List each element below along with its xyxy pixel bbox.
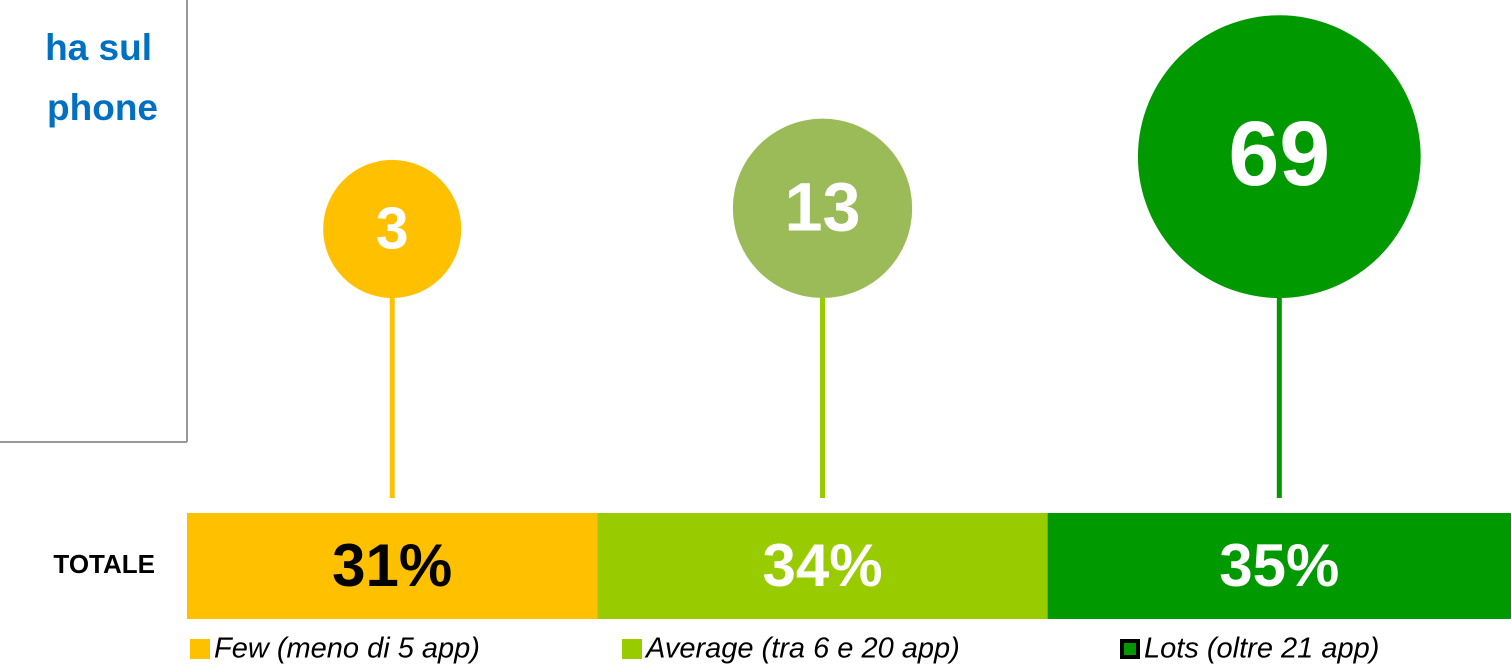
bubble [732, 118, 913, 298]
bubble [323, 159, 462, 298]
bar-segment [597, 513, 1048, 619]
value-label: 35% [1219, 532, 1339, 599]
legend-label: Average (tra 6 e 20 app) [644, 633, 960, 665]
bubble [1137, 15, 1421, 298]
value-label: 31% [332, 532, 452, 599]
legend-label: Few (meno di 5 app) [214, 633, 480, 665]
heading: phone [47, 87, 158, 128]
bar-segment [187, 513, 598, 619]
category-label: TOTALE [53, 549, 155, 579]
legend-swatch [622, 639, 642, 659]
bar-segment [1047, 513, 1511, 619]
legend-swatch [1120, 639, 1140, 659]
legend-label: Lots (oltre 21 app) [1144, 633, 1379, 665]
bubble-label: 13 [785, 169, 861, 245]
bubble-label: 3 [376, 196, 409, 262]
heading: ha sul [45, 27, 152, 68]
legend-swatch [190, 639, 210, 659]
value-label: 34% [762, 532, 882, 599]
bubble-label: 69 [1228, 103, 1330, 205]
